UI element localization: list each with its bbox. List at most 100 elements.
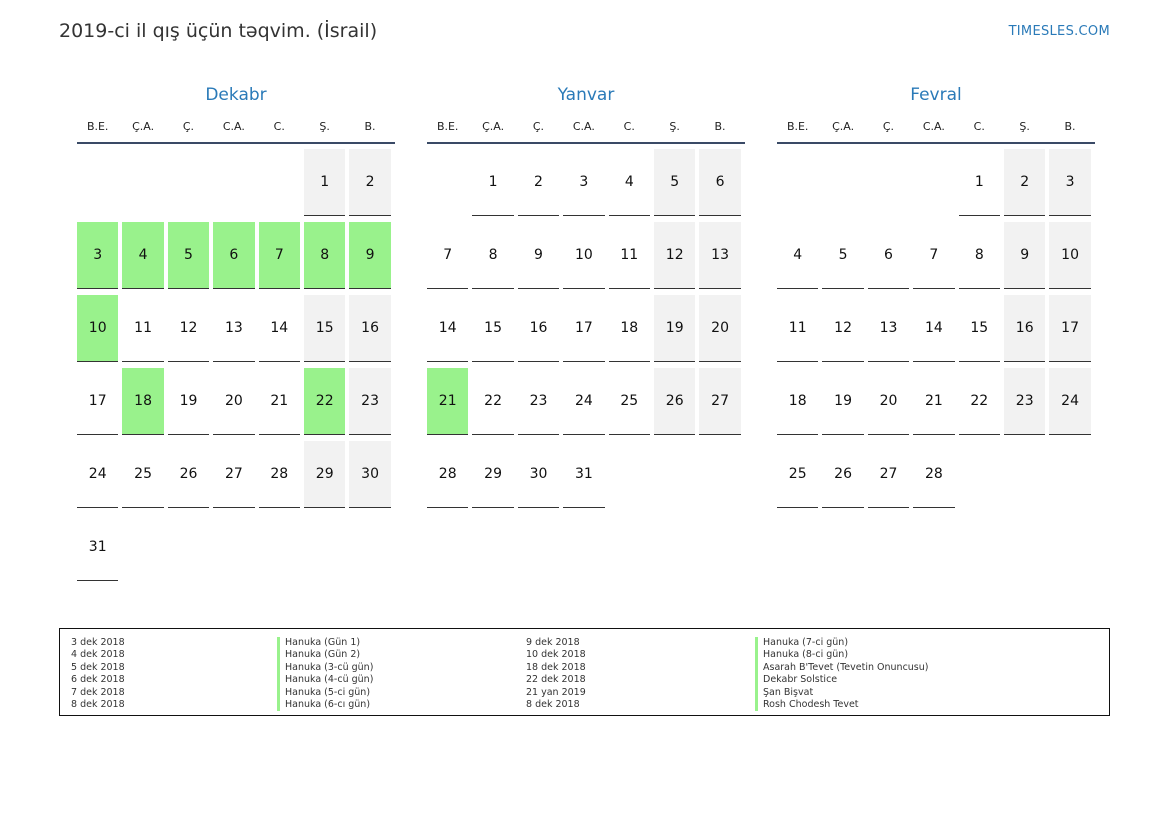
day-cell: 26 xyxy=(822,441,864,508)
weekday-label: C.A. xyxy=(222,120,245,133)
legend-names-right: Hanuka (7-ci gün) Hanuka (8-ci gün) Asar… xyxy=(755,637,929,712)
weekday-label: B. xyxy=(364,120,376,133)
day-cell: 2 xyxy=(1004,149,1046,216)
day-cell: 17 xyxy=(77,368,119,435)
day-cell: 14 xyxy=(913,295,955,362)
legend-holiday-name: Hanuka (Gün 2) xyxy=(277,649,373,662)
day-cell: 19 xyxy=(654,295,696,362)
day-cell: 24 xyxy=(1049,368,1091,435)
day-cell: 31 xyxy=(77,514,119,581)
day-cell: 2 xyxy=(517,149,560,216)
day-cell: 18 xyxy=(777,368,819,435)
day-cell: 21 xyxy=(913,368,955,435)
day-cell: 11 xyxy=(777,295,819,362)
day-cell: 7 xyxy=(258,222,300,289)
day-cell: 3 xyxy=(563,149,605,216)
day-cell: 23 xyxy=(349,368,391,435)
legend-date: 21 yan 2019 xyxy=(526,686,586,698)
legend-holiday-name: Hanuka (Gün 1) xyxy=(277,637,373,650)
day-cell: 22 xyxy=(472,368,514,435)
month-name: Dekabr xyxy=(205,85,267,105)
weekday-label: B. xyxy=(1064,120,1076,133)
weekday-label: B.E. xyxy=(436,120,459,133)
weekday-label: C.A. xyxy=(922,120,945,133)
day-cell: 24 xyxy=(77,441,119,508)
month-name: Fevral xyxy=(910,85,962,105)
legend-holiday-name: Hanuka (7-ci gün) xyxy=(755,637,929,650)
legend-holiday-name: Hanuka (4-cü gün) xyxy=(277,674,373,687)
day-cell: 15 xyxy=(304,295,346,362)
legend-date: 5 dek 2018 xyxy=(71,661,125,673)
day-cell: 20 xyxy=(699,295,741,362)
weekday-label: B.E. xyxy=(786,120,809,133)
legend-holiday-name: Rosh Chodesh Tevet xyxy=(755,699,929,712)
day-cell: 1 xyxy=(958,149,1000,216)
weekday-label: Ç. xyxy=(532,120,545,133)
day-cell: 21 xyxy=(258,368,300,435)
weekday-label: C. xyxy=(273,120,285,133)
legend-dates-left: 3 dek 2018 4 dek 2018 5 dek 2018 6 dek 2… xyxy=(71,637,125,711)
day-cell: 28 xyxy=(427,441,469,508)
day-cell: 25 xyxy=(122,441,164,508)
day-cell: 29 xyxy=(472,441,514,508)
day-cell: 12 xyxy=(167,295,210,362)
day-cell: 15 xyxy=(958,295,1000,362)
day-cell: 12 xyxy=(822,295,864,362)
weekday-label: Ş. xyxy=(1019,120,1030,133)
day-cell: 4 xyxy=(122,222,164,289)
day-cell: 9 xyxy=(517,222,560,289)
day-cell: 8 xyxy=(304,222,346,289)
day-cell: 28 xyxy=(258,441,300,508)
legend-date: 3 dek 2018 xyxy=(71,637,125,648)
day-cell: 12 xyxy=(654,222,696,289)
day-cell: 30 xyxy=(349,441,391,508)
day-cell: 25 xyxy=(608,368,650,435)
day-cell: 27 xyxy=(213,441,255,508)
day-cell: 10 xyxy=(1049,222,1091,289)
day-cell: 23 xyxy=(517,368,560,435)
legend-dates-right: 9 dek 2018 10 dek 2018 18 dek 2018 22 de… xyxy=(526,637,586,711)
legend-date: 7 dek 2018 xyxy=(71,686,125,698)
day-cell: 3 xyxy=(77,222,119,289)
day-cell: 25 xyxy=(777,441,819,508)
day-cell: 23 xyxy=(1004,368,1046,435)
weekday-label: Ç. xyxy=(882,120,895,133)
legend-date: 9 dek 2018 xyxy=(526,637,580,648)
day-cell: 8 xyxy=(472,222,514,289)
day-cell: 29 xyxy=(304,441,346,508)
day-cell: 17 xyxy=(563,295,605,362)
day-cell: 31 xyxy=(563,441,605,508)
day-cell: 5 xyxy=(822,222,864,289)
legend-holiday-name: Hanuka (6-cı gün) xyxy=(277,699,373,712)
day-cell: 17 xyxy=(1049,295,1091,362)
day-cell: 18 xyxy=(122,368,164,435)
legend-holiday-name: Hanuka (5-ci gün) xyxy=(277,686,373,700)
holiday-legend: 3 dek 2018 4 dek 2018 5 dek 2018 6 dek 2… xyxy=(59,628,1110,716)
day-cell: 16 xyxy=(517,295,560,362)
weekday-label: Ç.A. xyxy=(832,120,855,133)
weekday-label: C.A. xyxy=(572,120,595,133)
legend-date: 6 dek 2018 xyxy=(71,674,125,686)
day-cell: 9 xyxy=(349,222,391,289)
day-cell: 19 xyxy=(822,368,864,435)
day-cell: 4 xyxy=(777,222,819,289)
weekday-label: Ş. xyxy=(669,120,680,133)
day-cell: 14 xyxy=(258,295,300,362)
weekday-label: B.E. xyxy=(86,120,109,133)
brand-link[interactable]: TIMESLES.COM xyxy=(1008,24,1110,39)
day-cell: 21 xyxy=(427,368,469,435)
day-cell: 15 xyxy=(472,295,514,362)
day-cell: 1 xyxy=(472,149,514,216)
weekday-label: Ç.A. xyxy=(132,120,155,133)
legend-holiday-name: Hanuka (3-cü gün) xyxy=(277,661,373,675)
day-cell: 22 xyxy=(304,368,346,435)
day-cell: 6 xyxy=(699,149,741,216)
day-cell: 16 xyxy=(1004,295,1046,362)
day-cell: 7 xyxy=(427,222,469,289)
weekday-label: Ç. xyxy=(182,120,195,133)
page-title: 2019-ci il qış üçün təqvim. (İsrail) xyxy=(59,20,378,42)
month-name: Yanvar xyxy=(557,85,615,105)
legend-date: 10 dek 2018 xyxy=(526,649,586,661)
